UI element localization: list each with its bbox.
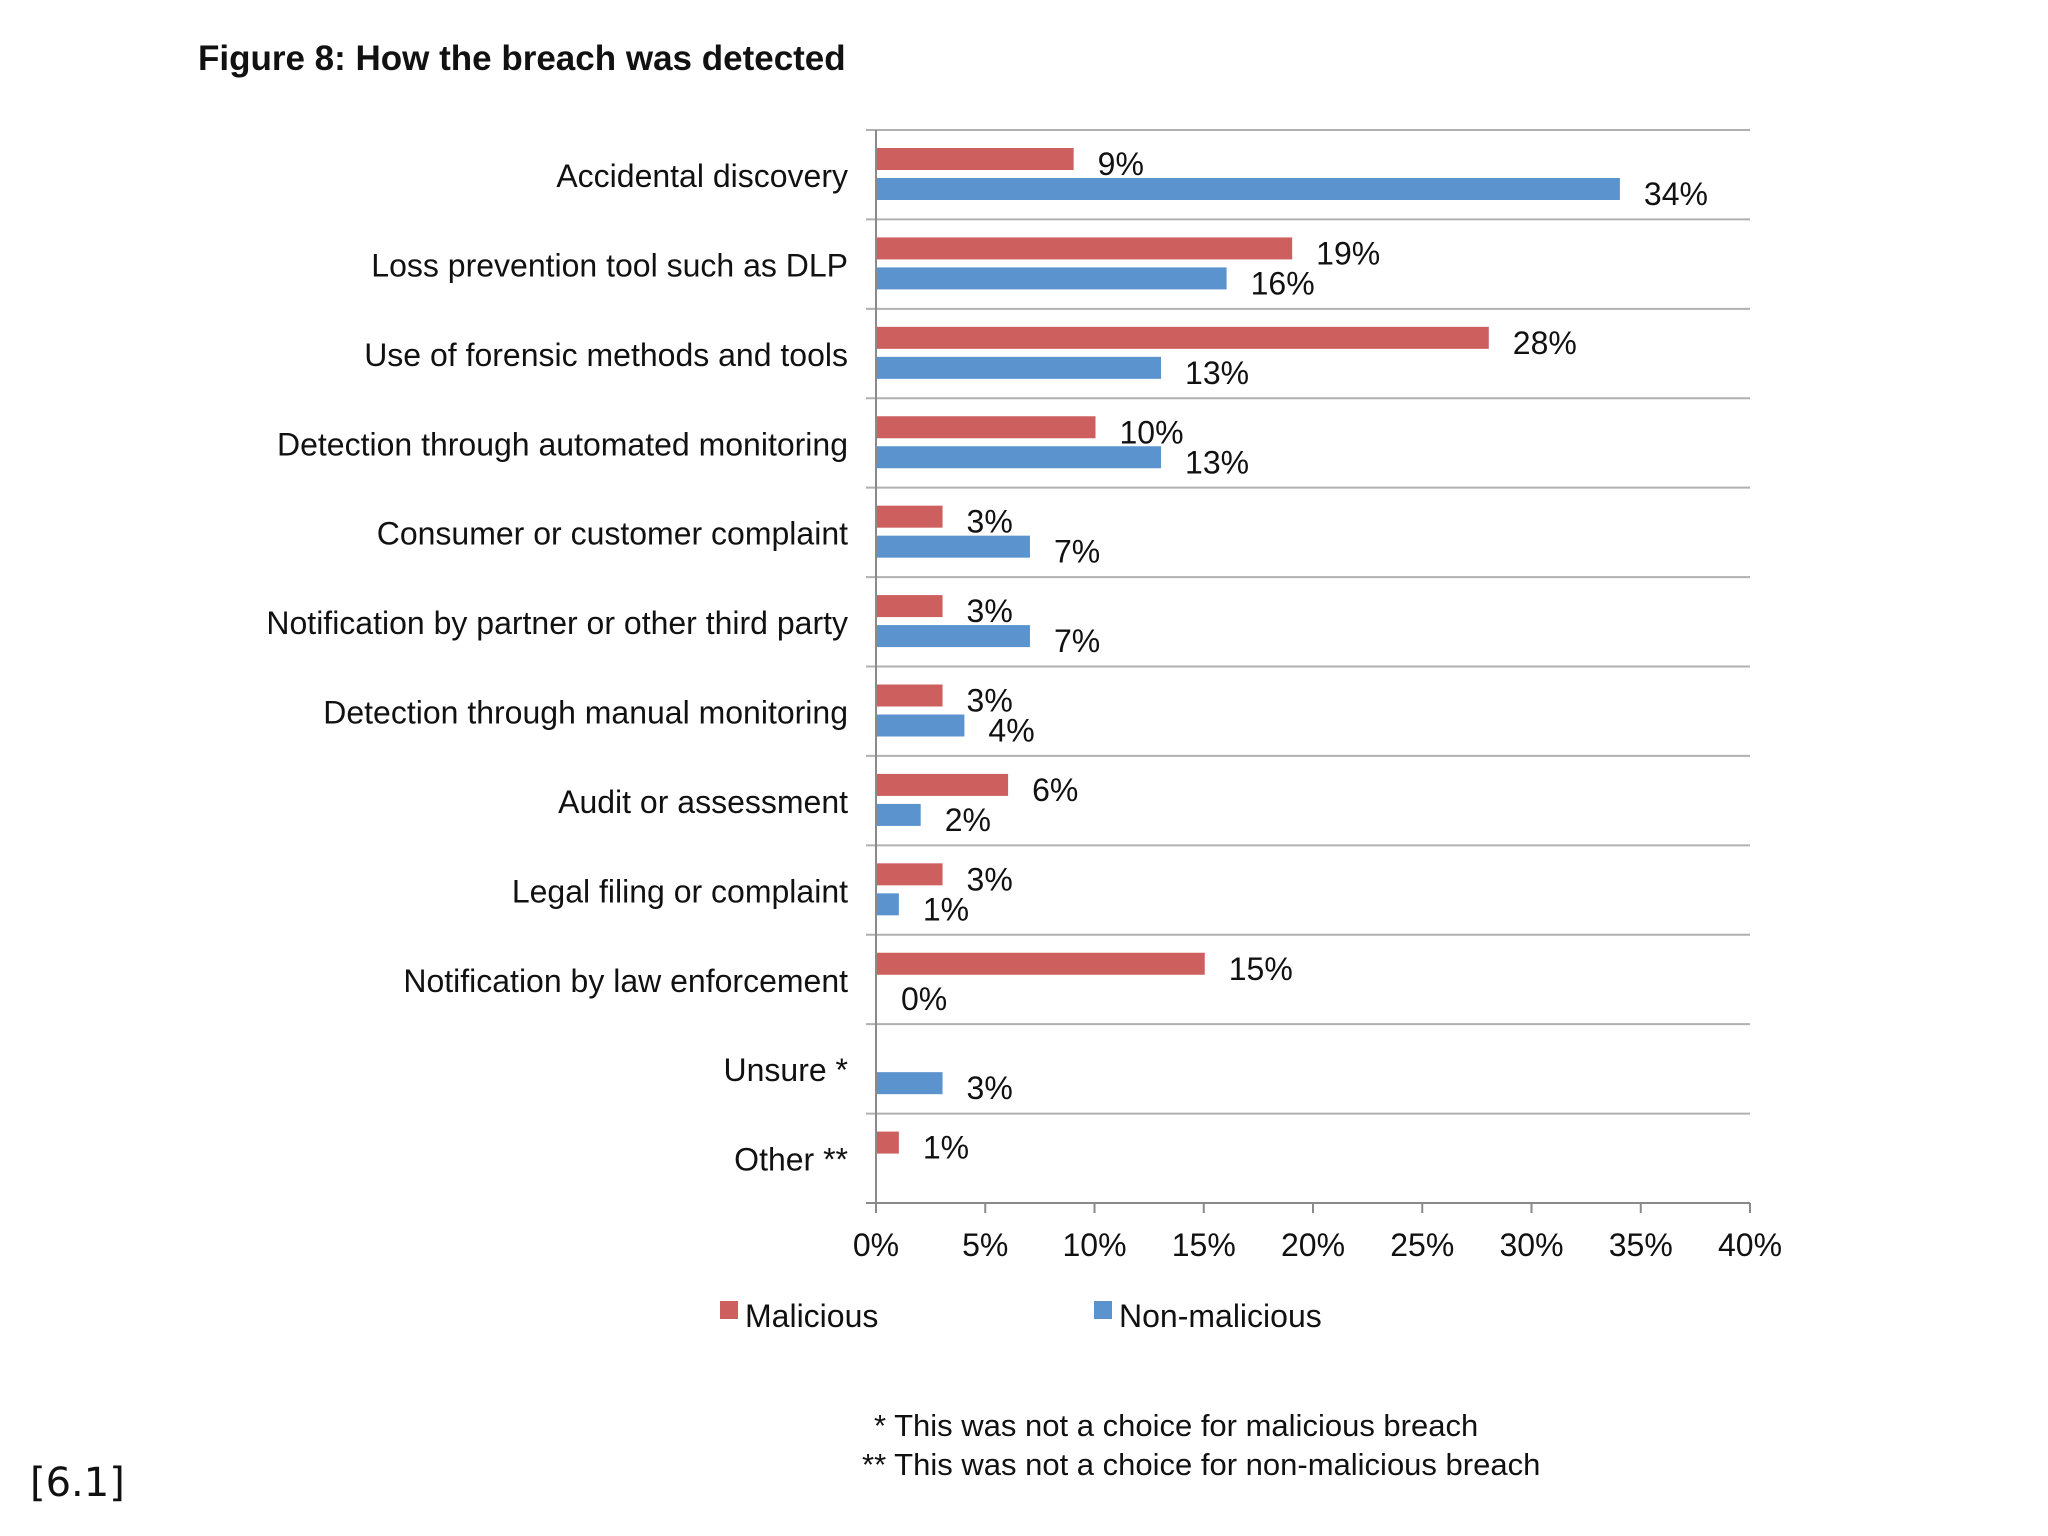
bar-non-malicious-unsure bbox=[877, 1072, 943, 1095]
bar-malicious-loss-prevention-tool-such-as-dlp bbox=[877, 237, 1293, 260]
bar-non-malicious-legal-filing-or-complaint bbox=[877, 893, 899, 916]
legend-label-malicious: Malicious bbox=[745, 1298, 878, 1334]
category-label-accidental-discovery: Accidental discovery bbox=[556, 158, 848, 194]
value-label-non-malicious-consumer-or-customer-complaint: 7% bbox=[1054, 534, 1100, 570]
bar-non-malicious-notification-by-partner-or-other-third-party bbox=[877, 625, 1030, 648]
bar-malicious-use-of-forensic-methods-and-tools bbox=[877, 326, 1489, 349]
value-label-non-malicious-unsure: 3% bbox=[967, 1070, 1013, 1106]
value-label-non-malicious-audit-or-assessment: 2% bbox=[945, 802, 991, 838]
category-label-detection-through-manual-monitoring: Detection through manual monitoring bbox=[323, 695, 848, 731]
bar-non-malicious-audit-or-assessment bbox=[877, 803, 921, 826]
bar-malicious-consumer-or-customer-complaint bbox=[877, 505, 943, 528]
bar-malicious-detection-through-automated-monitoring bbox=[877, 416, 1096, 439]
footnote-2: ** This was not a choice for non-malicio… bbox=[862, 1447, 1540, 1482]
category-label-unsure: Unsure * bbox=[724, 1052, 849, 1088]
bar-malicious-legal-filing-or-complaint bbox=[877, 863, 943, 886]
legend: Malicious Non-malicious bbox=[720, 1298, 1322, 1334]
bar-malicious-accidental-discovery bbox=[877, 148, 1074, 170]
category-label-detection-through-automated-monitoring: Detection through automated monitoring bbox=[277, 426, 848, 462]
legend-swatch-malicious bbox=[720, 1301, 738, 1319]
x-tick-label: 30% bbox=[1499, 1227, 1563, 1263]
axes: 0% 5% 10% 15% 20% 25% 30% 35% 40% bbox=[853, 130, 1782, 1263]
value-label-non-malicious-loss-prevention-tool-such-as-dlp: 16% bbox=[1251, 265, 1315, 301]
value-label-non-malicious-detection-through-automated-monitoring: 13% bbox=[1185, 444, 1249, 480]
value-label-malicious-consumer-or-customer-complaint: 3% bbox=[967, 504, 1013, 540]
value-label-non-malicious-detection-through-manual-monitoring: 4% bbox=[988, 713, 1034, 749]
value-label-malicious-audit-or-assessment: 6% bbox=[1032, 772, 1078, 808]
footnote-1: * This was not a choice for malicious br… bbox=[874, 1408, 1478, 1443]
chart-title: Figure 8: How the breach was detected bbox=[198, 39, 846, 78]
bar-non-malicious-detection-through-automated-monitoring bbox=[877, 446, 1162, 469]
value-label-malicious-notification-by-law-enforcement: 15% bbox=[1229, 951, 1293, 987]
x-tick-label: 15% bbox=[1172, 1227, 1236, 1263]
labels: Accidental discovery 9% 34% Loss prevention… bbox=[266, 146, 1708, 1178]
legend-swatch-non-malicious bbox=[1094, 1301, 1112, 1319]
bar-non-malicious-use-of-forensic-methods-and-tools bbox=[877, 356, 1162, 379]
bar-malicious-audit-or-assessment bbox=[877, 773, 1009, 796]
bar-malicious-notification-by-law-enforcement bbox=[877, 952, 1205, 975]
value-label-malicious-loss-prevention-tool-such-as-dlp: 19% bbox=[1316, 235, 1380, 271]
value-label-non-malicious-notification-by-law-enforcement: 0% bbox=[901, 981, 947, 1017]
x-tick-label: 5% bbox=[962, 1227, 1008, 1263]
value-label-malicious-accidental-discovery: 9% bbox=[1098, 146, 1144, 182]
value-label-non-malicious-accidental-discovery: 34% bbox=[1644, 176, 1708, 212]
footnotes: * This was not a choice for malicious br… bbox=[862, 1408, 1540, 1482]
bar-non-malicious-accidental-discovery bbox=[877, 178, 1620, 200]
value-label-malicious-detection-through-manual-monitoring: 3% bbox=[967, 683, 1013, 719]
gridlines bbox=[866, 129, 1750, 1115]
category-label-loss-prevention-tool-such-as-dlp: Loss prevention tool such as DLP bbox=[371, 247, 848, 283]
category-label-other: Other ** bbox=[734, 1142, 848, 1178]
legend-label-non-malicious: Non-malicious bbox=[1119, 1298, 1322, 1334]
category-label-audit-or-assessment: Audit or assessment bbox=[558, 784, 848, 820]
value-label-malicious-detection-through-automated-monitoring: 10% bbox=[1120, 414, 1184, 450]
value-label-malicious-notification-by-partner-or-other-third-party: 3% bbox=[967, 593, 1013, 629]
x-tick-label: 0% bbox=[853, 1227, 899, 1263]
x-tick-label: 25% bbox=[1390, 1227, 1454, 1263]
bar-malicious-detection-through-manual-monitoring bbox=[877, 684, 943, 707]
x-tick-label: 20% bbox=[1281, 1227, 1345, 1263]
bar-non-malicious-detection-through-manual-monitoring bbox=[877, 714, 965, 737]
value-label-malicious-use-of-forensic-methods-and-tools: 28% bbox=[1513, 325, 1577, 361]
category-label-legal-filing-or-complaint: Legal filing or complaint bbox=[512, 873, 848, 909]
bar-non-malicious-loss-prevention-tool-such-as-dlp bbox=[877, 267, 1227, 290]
bar-malicious-notification-by-partner-or-other-third-party bbox=[877, 595, 943, 618]
category-label-use-of-forensic-methods-and-tools: Use of forensic methods and tools bbox=[364, 337, 848, 373]
bar-malicious-other bbox=[877, 1131, 899, 1154]
x-tick-label: 35% bbox=[1609, 1227, 1673, 1263]
value-label-malicious-legal-filing-or-complaint: 3% bbox=[967, 861, 1013, 897]
x-tick-label: 10% bbox=[1062, 1227, 1126, 1263]
bars bbox=[877, 148, 1620, 1154]
category-label-notification-by-partner-or-other-third-party: Notification by partner or other third p… bbox=[266, 605, 848, 641]
value-label-non-malicious-legal-filing-or-complaint: 1% bbox=[923, 891, 969, 927]
category-label-consumer-or-customer-complaint: Consumer or customer complaint bbox=[377, 516, 848, 552]
page-reference: [6.1] bbox=[30, 1460, 125, 1506]
value-label-malicious-other: 1% bbox=[923, 1130, 969, 1166]
value-label-non-malicious-use-of-forensic-methods-and-tools: 13% bbox=[1185, 355, 1249, 391]
bar-non-malicious-consumer-or-customer-complaint bbox=[877, 535, 1030, 558]
value-label-non-malicious-notification-by-partner-or-other-third-party: 7% bbox=[1054, 623, 1100, 659]
x-tick-label: 40% bbox=[1718, 1227, 1782, 1263]
category-label-notification-by-law-enforcement: Notification by law enforcement bbox=[403, 963, 848, 999]
